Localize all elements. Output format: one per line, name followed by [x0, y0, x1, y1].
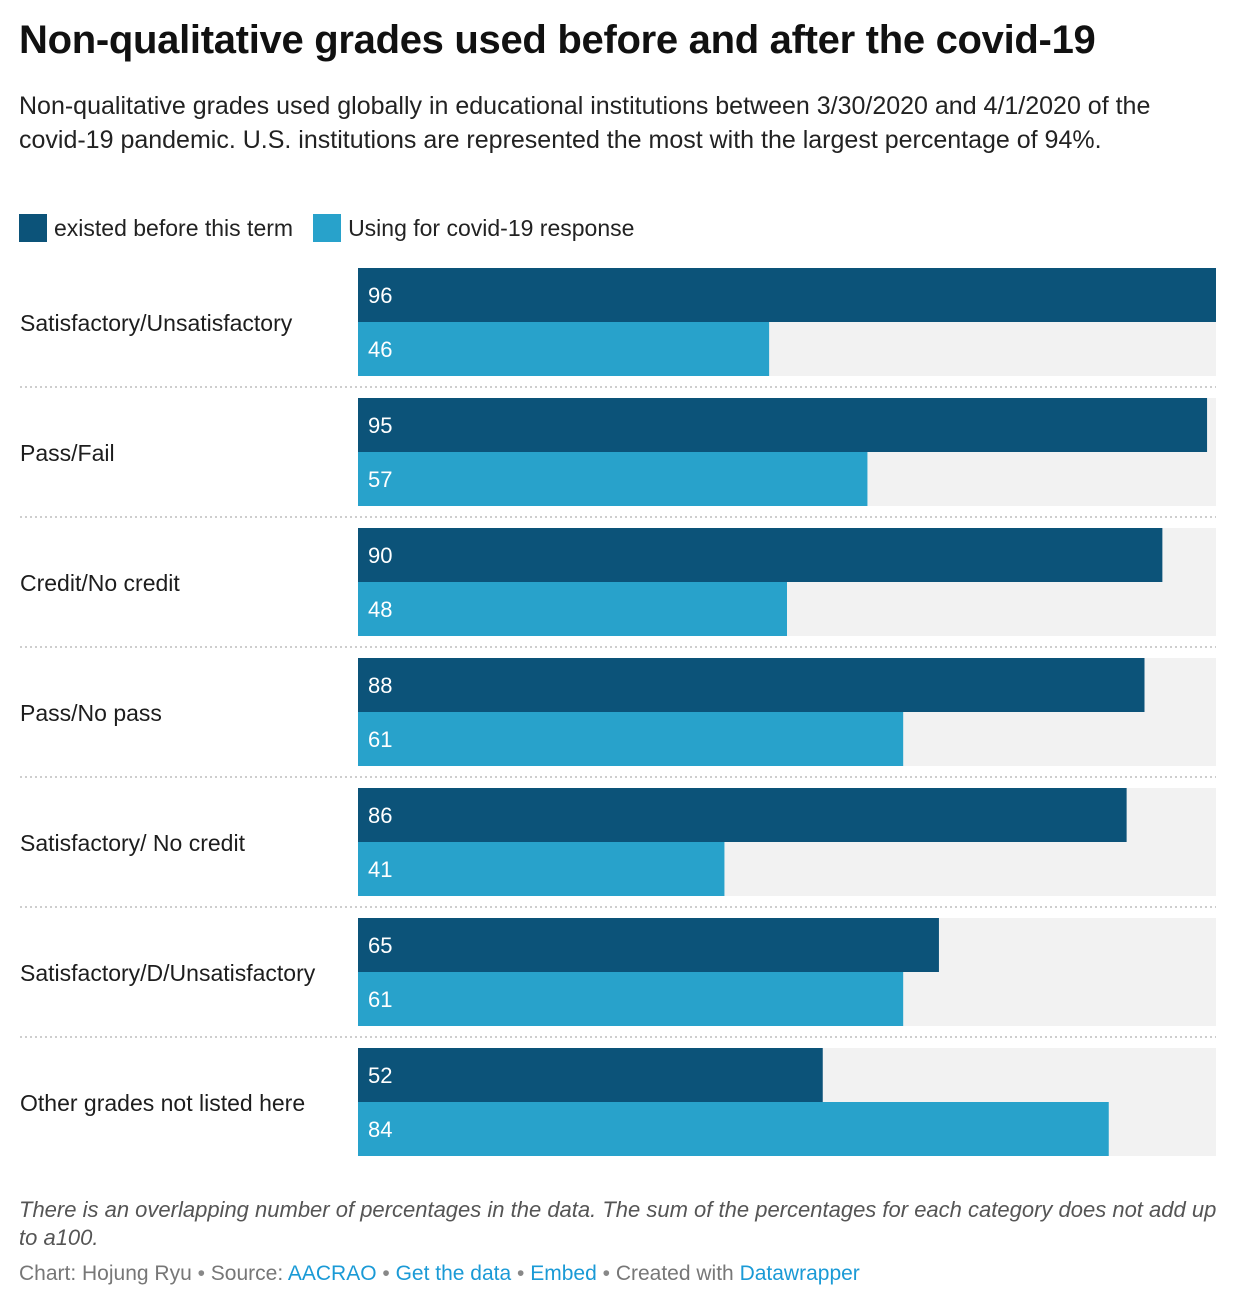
chart-title: Non-qualitative grades used before and a… [19, 18, 1096, 62]
data-label: 52 [368, 1063, 392, 1088]
data-label: 48 [368, 597, 392, 622]
bar-after [358, 452, 868, 506]
byline-separator: • [602, 1262, 610, 1285]
data-label: 41 [368, 857, 392, 882]
data-label: 86 [368, 803, 392, 828]
bar-after [358, 322, 770, 376]
legend-item-before: existed before this term [19, 214, 293, 242]
bar-before [358, 398, 1208, 452]
bar-after [358, 1102, 1109, 1156]
legend-label-before: existed before this term [54, 214, 294, 241]
data-label: 96 [368, 283, 392, 308]
data-label: 57 [368, 467, 392, 492]
data-label: 65 [368, 933, 392, 958]
legend-swatch-before [19, 214, 47, 242]
byline: Chart: Hojung Ryu • Source: AACRAO • Get… [19, 1262, 860, 1286]
bar-before [358, 918, 939, 972]
data-label: 61 [368, 727, 392, 752]
bar-after [358, 972, 904, 1026]
legend-swatch-after [313, 214, 342, 242]
category-label: Other grades not listed here [20, 1090, 305, 1116]
category-label: Pass/Fail [20, 440, 115, 466]
data-label: 88 [368, 673, 392, 698]
bar-before [358, 268, 1216, 322]
category-label: Pass/No pass [20, 700, 162, 726]
category-label: Satisfactory/Unsatisfactory [20, 310, 293, 336]
bar-chart: Satisfactory/Unsatisfactory 96 46 Pass/Fail… [20, 268, 1216, 1156]
source-link[interactable]: AACRAO [287, 1262, 377, 1285]
legend: existed before this term Using for covid… [19, 213, 654, 243]
chart-subtitle: Non-qualitative grades used globally in … [19, 92, 1151, 154]
byline-separator: • [382, 1262, 390, 1285]
bar-after [358, 842, 725, 896]
byline-source-prefix: Source: [210, 1262, 284, 1285]
data-label: 84 [368, 1117, 392, 1142]
bar-before [358, 788, 1127, 842]
data-label: 95 [368, 413, 392, 438]
byline-separator: • [197, 1262, 205, 1285]
chart-notes: There is an overlapping number of percen… [19, 1197, 1217, 1250]
byline-separator: • [517, 1262, 525, 1285]
data-label: 61 [368, 987, 392, 1012]
bar-after [358, 582, 787, 636]
legend-label-after: Using for covid-19 response [348, 214, 635, 241]
category-label: Satisfactory/ No credit [20, 830, 246, 856]
data-label: 90 [368, 543, 392, 568]
bar-after [358, 712, 904, 766]
byline-author: Chart: Hojung Ryu [19, 1262, 192, 1285]
bar-before [358, 658, 1145, 712]
bar-before [358, 528, 1163, 582]
data-label: 46 [368, 337, 392, 362]
legend-item-after: Using for covid-19 response [313, 214, 634, 242]
category-label: Credit/No credit [20, 570, 180, 596]
category-label: Satisfactory/D/Unsatisfactory [20, 960, 316, 986]
get-data-link[interactable]: Get the data [395, 1262, 512, 1285]
byline-created-prefix: Created with [615, 1262, 734, 1285]
datawrapper-link[interactable]: Datawrapper [739, 1262, 860, 1285]
bar-before [358, 1048, 823, 1102]
embed-link[interactable]: Embed [530, 1262, 597, 1285]
